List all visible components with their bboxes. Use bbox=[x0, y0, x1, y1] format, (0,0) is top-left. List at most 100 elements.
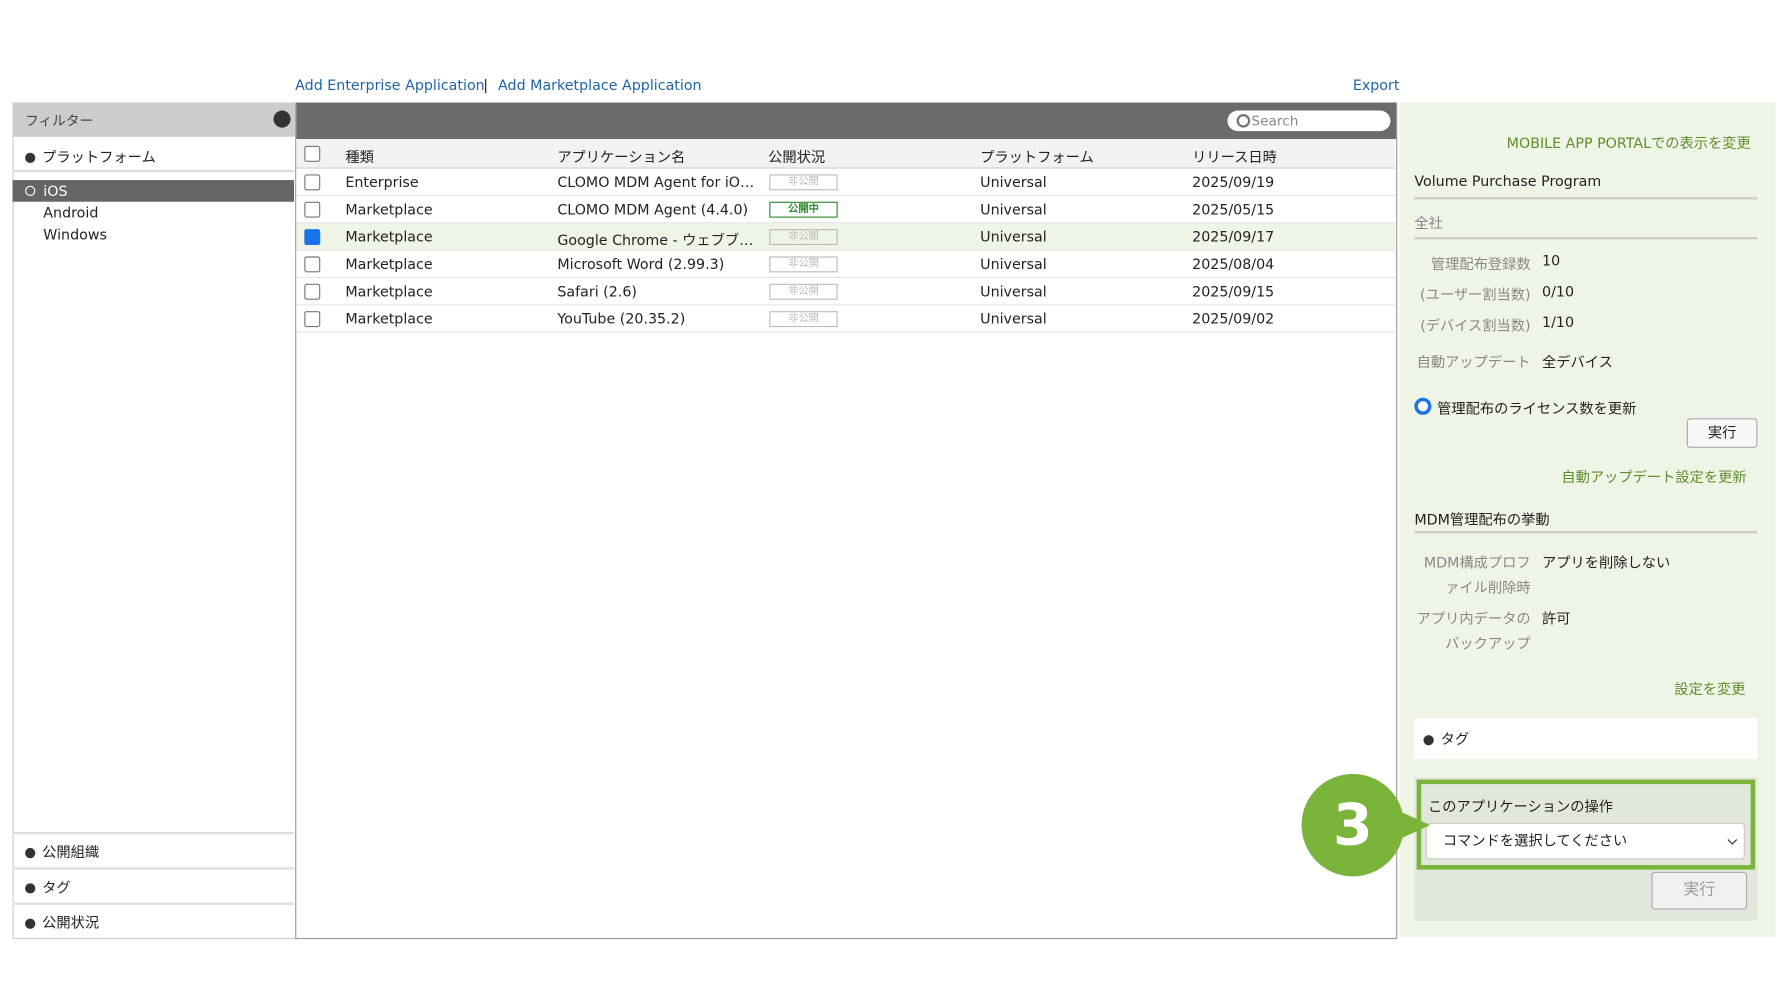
cell: 2025/09/15 bbox=[1192, 282, 1275, 300]
export-link[interactable]: Export bbox=[1352, 76, 1400, 94]
radio[interactable] bbox=[1414, 397, 1432, 415]
cell: Universal bbox=[980, 309, 1047, 328]
cell: Marketplace bbox=[345, 282, 433, 300]
field-label: アプリ内データのバックアップ bbox=[1416, 609, 1531, 652]
column-label: 公開状況 bbox=[768, 148, 826, 166]
cell: Marketplace bbox=[345, 227, 433, 246]
execute-button[interactable]: 実行 bbox=[1651, 871, 1748, 910]
cell: 2025/09/19 bbox=[1192, 173, 1275, 191]
field-value: 0/10 bbox=[1542, 282, 1575, 300]
settings-link[interactable]: 設定を変更 bbox=[1674, 680, 1746, 698]
operation-title: このアプリケーションの操作 bbox=[1428, 797, 1613, 815]
cell: YouTube (20.35.2) bbox=[557, 309, 686, 328]
table-row[interactable] bbox=[296, 168, 1395, 197]
platform-item[interactable]: Windows bbox=[43, 225, 107, 243]
collapse-button[interactable] bbox=[273, 110, 291, 128]
filter-header bbox=[12, 102, 296, 137]
platform-item[interactable]: Android bbox=[43, 204, 99, 222]
table-row[interactable] bbox=[296, 223, 1395, 251]
cell: Marketplace bbox=[345, 309, 433, 328]
status-badge: 非公開 bbox=[769, 283, 838, 300]
cell: Google Chrome - ウェブブ… bbox=[557, 231, 754, 249]
field-value: 1/10 bbox=[1542, 313, 1575, 331]
row-checkbox[interactable] bbox=[304, 229, 321, 246]
field-value: アプリを削除しない bbox=[1542, 553, 1671, 571]
section-divider bbox=[12, 831, 295, 835]
search-placeholder: Search bbox=[1251, 112, 1299, 129]
cell: 2025/05/15 bbox=[1192, 200, 1275, 218]
cell: CLOMO MDM Agent (4.4.0) bbox=[557, 200, 749, 218]
auto-update-link[interactable]: 自動アップデート設定を更新 bbox=[1561, 468, 1747, 486]
field-label: MDM構成プロファイル削除時 bbox=[1423, 553, 1531, 597]
cell: 2025/08/04 bbox=[1192, 255, 1275, 273]
cell: Marketplace bbox=[345, 200, 433, 218]
cell: CLOMO MDM Agent for iO… bbox=[557, 173, 755, 191]
field-value: 許可 bbox=[1542, 609, 1571, 627]
filter-panel bbox=[12, 102, 297, 940]
add-marketplace-link[interactable]: Add Marketplace Application bbox=[498, 76, 702, 94]
add-enterprise-link[interactable]: Add Enterprise Application bbox=[295, 76, 485, 94]
cell: 2025/09/02 bbox=[1192, 309, 1275, 328]
vpp-scope: 全社 bbox=[1414, 214, 1443, 232]
cell: 2025/09/17 bbox=[1192, 227, 1275, 246]
section-divider bbox=[12, 867, 295, 870]
cell: Safari (2.6) bbox=[557, 282, 637, 300]
platform-header[interactable]: プラットフォーム bbox=[25, 145, 156, 167]
row-checkbox[interactable] bbox=[304, 174, 321, 191]
table-toolbar bbox=[296, 102, 1397, 140]
status-badge: 公開中 bbox=[769, 201, 838, 218]
field-value: 10 bbox=[1542, 251, 1561, 269]
filter-section[interactable]: 公開組織 bbox=[25, 840, 99, 862]
row-checkbox[interactable] bbox=[304, 201, 321, 218]
tag-section[interactable]: タグ bbox=[1414, 718, 1758, 760]
cell: Universal bbox=[980, 227, 1047, 246]
field-label: 自動アップデート bbox=[1416, 353, 1531, 371]
step-number: 3 bbox=[1332, 792, 1373, 859]
column-header bbox=[296, 139, 1395, 169]
status-badge: 非公開 bbox=[769, 256, 838, 273]
column-label: プラットフォーム bbox=[980, 148, 1094, 166]
row-checkbox[interactable] bbox=[304, 311, 321, 328]
radio-label: 管理配布のライセンス数を更新 bbox=[1437, 400, 1637, 418]
cell: Enterprise bbox=[345, 173, 419, 191]
field-label: (デバイス割当数) bbox=[1420, 316, 1531, 334]
filter-title: フィルター bbox=[25, 112, 94, 129]
cell: Universal bbox=[980, 200, 1047, 218]
row-checkbox[interactable] bbox=[304, 256, 321, 273]
mdm-title: MDM管理配布の挙動 bbox=[1414, 510, 1550, 528]
cell: Universal bbox=[980, 173, 1047, 191]
rule bbox=[1414, 237, 1758, 240]
field-label: 管理配布登録数 bbox=[1430, 255, 1531, 273]
section-divider bbox=[12, 902, 295, 905]
search-icon bbox=[1236, 113, 1251, 128]
rule bbox=[1414, 531, 1758, 534]
cell: Microsoft Word (2.99.3) bbox=[557, 255, 725, 273]
command-select[interactable]: コマンドを選択してください bbox=[1425, 822, 1745, 860]
search-box[interactable] bbox=[1227, 110, 1391, 132]
field-value: 全デバイス bbox=[1542, 353, 1613, 371]
select-all-checkbox[interactable] bbox=[304, 145, 321, 162]
portal-link[interactable]: MOBILE APP PORTALでの表示を変更 bbox=[1506, 134, 1751, 152]
platform-item[interactable]: iOS bbox=[43, 182, 68, 200]
table-row[interactable] bbox=[296, 278, 1395, 306]
column-label: 種類 bbox=[345, 148, 374, 166]
column-label: アプリケーション名 bbox=[557, 148, 686, 166]
run-button[interactable]: 実行 bbox=[1686, 418, 1758, 448]
separator: | bbox=[483, 76, 489, 94]
filter-section[interactable]: タグ bbox=[25, 875, 71, 897]
field-label: (ユーザー割当数) bbox=[1420, 286, 1531, 304]
table-row[interactable] bbox=[296, 196, 1395, 224]
selected-bar bbox=[12, 180, 295, 202]
table-row[interactable] bbox=[296, 305, 1395, 333]
column-label: リリース日時 bbox=[1192, 148, 1277, 166]
filter-section[interactable]: 公開状況 bbox=[25, 911, 99, 933]
cell: Universal bbox=[980, 282, 1047, 300]
cell: Universal bbox=[980, 255, 1047, 273]
status-badge: 非公開 bbox=[769, 174, 838, 191]
cell: Marketplace bbox=[345, 255, 433, 273]
table-row[interactable] bbox=[296, 250, 1395, 279]
row-checkbox[interactable] bbox=[304, 283, 321, 300]
divider bbox=[12, 169, 295, 173]
